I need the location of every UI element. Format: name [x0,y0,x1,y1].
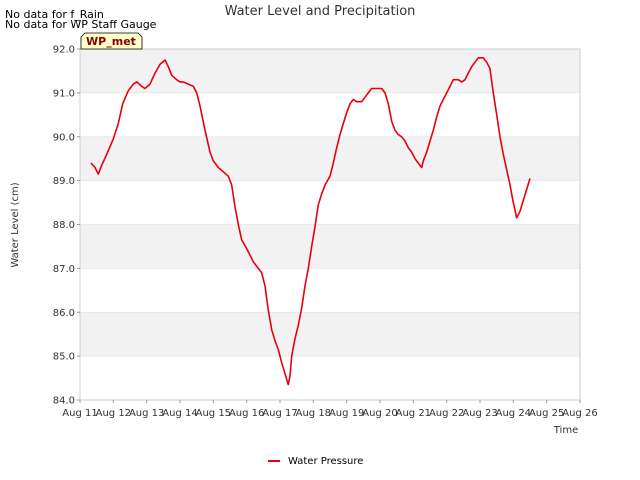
no-data-note-rain: No data for f_Rain [5,8,104,21]
y-tick-label: 91.0 [53,88,75,99]
legend: Water Pressure [268,456,363,467]
plot-band [80,224,580,269]
x-tick-label: Aug 14 [162,408,197,419]
series-line-water-pressure [90,57,531,386]
y-tick-label: 85.0 [53,352,75,363]
x-tick-label: Aug 19 [329,408,364,419]
x-tick-label: Aug 20 [362,408,397,419]
station-badge-label: WP_met [86,35,136,48]
legend-label-water-pressure: Water Pressure [288,456,363,467]
x-tick-label: Aug 24 [496,408,531,419]
plot-background [80,49,580,357]
x-axis-label: Time [553,425,578,436]
x-tick-label: Aug 25 [529,408,564,419]
y-tick-label: 88.0 [53,220,75,231]
x-tick-label: Aug 17 [262,408,297,419]
x-tick-label: Aug 15 [196,408,231,419]
no-data-note-staff-gauge: No data for WP Staff Gauge [5,18,157,31]
plot-band [80,312,580,357]
x-tick-label: Aug 12 [96,408,131,419]
y-tick-label: 87.0 [53,264,75,275]
x-tick-label: Aug 13 [129,408,164,419]
y-axis-ticks: 84.0 85.0 86.0 87.0 88.0 89.0 90.0 91.0 92.0 [53,45,80,407]
plot-band [80,49,580,93]
station-badge: WP_met [80,32,143,50]
x-tick-label: Aug 23 [462,408,497,419]
y-axis-label: Water Level (cm) [10,182,21,267]
x-tick-label: Aug 18 [296,408,331,419]
y-tick-label: 84.0 [53,396,75,407]
x-tick-label: Aug 26 [562,408,597,419]
x-tick-label: Aug 21 [396,408,431,419]
y-tick-label: 86.0 [53,308,75,319]
y-tick-label: 90.0 [53,132,75,143]
x-tick-label: Aug 16 [229,408,264,419]
y-tick-label: 92.0 [53,45,75,56]
y-tick-label: 89.0 [53,176,75,187]
station-badge-shape [80,32,143,50]
chart-title: Water Level and Precipitation [225,4,416,19]
x-tick-label: Aug 22 [429,408,464,419]
x-tick-label: Aug 11 [62,408,97,419]
